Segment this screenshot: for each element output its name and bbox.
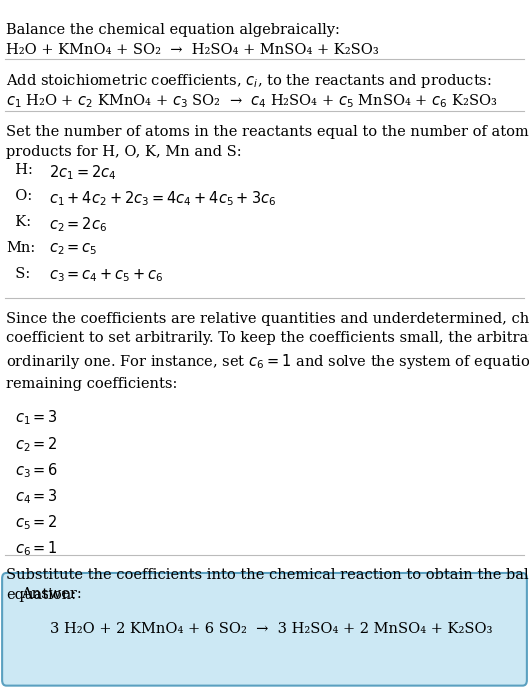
Text: Balance the chemical equation algebraically:: Balance the chemical equation algebraica… — [6, 23, 340, 36]
Text: H:: H: — [6, 163, 33, 177]
Text: $c_1$ H₂O + $c_2$ KMnO₄ + $c_3$ SO₂  →  $c_4$ H₂SO₄ + $c_5$ MnSO₄ + $c_6$ K₂SO₃: $c_1$ H₂O + $c_2$ KMnO₄ + $c_3$ SO₂ → $c… — [6, 93, 498, 111]
Text: $c_5 = 2$: $c_5 = 2$ — [15, 513, 58, 532]
Text: $c_4 = 3$: $c_4 = 3$ — [15, 487, 58, 506]
Text: $c_1 = 3$: $c_1 = 3$ — [15, 409, 58, 427]
Text: Add stoichiometric coefficients, $c_i$, to the reactants and products:: Add stoichiometric coefficients, $c_i$, … — [6, 72, 492, 90]
Text: $2 c_1 = 2 c_4$: $2 c_1 = 2 c_4$ — [49, 163, 116, 181]
Text: Mn:: Mn: — [6, 241, 35, 255]
Text: O:: O: — [6, 189, 33, 203]
Text: $c_1 + 4 c_2 + 2 c_3 = 4 c_4 + 4 c_5 + 3 c_6$: $c_1 + 4 c_2 + 2 c_3 = 4 c_4 + 4 c_5 + 3… — [49, 189, 276, 207]
Text: S:: S: — [6, 267, 31, 281]
Text: Set the number of atoms in the reactants equal to the number of atoms in the
pro: Set the number of atoms in the reactants… — [6, 125, 529, 159]
Text: Answer:: Answer: — [21, 587, 82, 600]
Text: H₂O + KMnO₄ + SO₂  →  H₂SO₄ + MnSO₄ + K₂SO₃: H₂O + KMnO₄ + SO₂ → H₂SO₄ + MnSO₄ + K₂SO… — [6, 43, 379, 56]
Text: $c_3 = c_4 + c_5 + c_6$: $c_3 = c_4 + c_5 + c_6$ — [49, 267, 163, 284]
FancyBboxPatch shape — [2, 573, 527, 686]
Text: $c_3 = 6$: $c_3 = 6$ — [15, 461, 58, 480]
Text: Since the coefficients are relative quantities and underdetermined, choose a
coe: Since the coefficients are relative quan… — [6, 312, 529, 391]
Text: $c_2 = 2$: $c_2 = 2$ — [15, 435, 58, 453]
Text: $c_2 = c_5$: $c_2 = c_5$ — [49, 241, 97, 257]
Text: K:: K: — [6, 215, 31, 229]
Text: $c_6 = 1$: $c_6 = 1$ — [15, 539, 58, 558]
Text: $c_2 = 2 c_6$: $c_2 = 2 c_6$ — [49, 215, 107, 234]
Text: 3 H₂O + 2 KMnO₄ + 6 SO₂  →  3 H₂SO₄ + 2 MnSO₄ + K₂SO₃: 3 H₂O + 2 KMnO₄ + 6 SO₂ → 3 H₂SO₄ + 2 Mn… — [50, 622, 492, 636]
Text: Substitute the coefficients into the chemical reaction to obtain the balanced
eq: Substitute the coefficients into the che… — [6, 568, 529, 602]
